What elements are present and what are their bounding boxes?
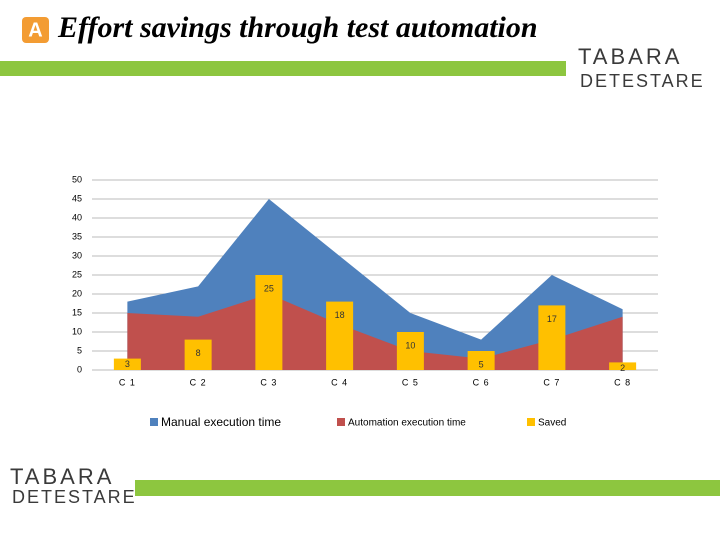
bar <box>255 275 283 370</box>
data-label: 2 <box>620 363 625 373</box>
x-tick-label: C 6 <box>473 377 490 387</box>
footer-rule <box>135 480 720 496</box>
data-label: 25 <box>264 283 274 293</box>
x-tick-label: C 5 <box>402 377 419 387</box>
y-tick-label: 5 <box>77 345 82 355</box>
y-tick-label: 10 <box>72 326 82 336</box>
bar <box>538 305 566 370</box>
logo-bottom: DETESTARE <box>12 487 137 507</box>
y-tick-label: 25 <box>72 269 82 279</box>
bar <box>467 351 495 370</box>
data-label: 18 <box>335 310 345 320</box>
bar <box>396 332 424 370</box>
legend-swatch <box>527 418 535 426</box>
data-label: 10 <box>405 340 415 350</box>
logo-icon <box>22 17 49 43</box>
bar <box>326 301 354 370</box>
y-tick-label: 35 <box>72 231 82 241</box>
data-label: 8 <box>196 348 201 358</box>
y-tick-label: 40 <box>72 212 82 222</box>
x-tick-label: C 3 <box>260 377 277 387</box>
legend-label: Automation execution time <box>348 418 466 429</box>
legend-swatch <box>337 418 345 426</box>
data-label: 5 <box>479 359 484 369</box>
legend-label: Saved <box>538 418 566 429</box>
logo-top: TABARA <box>10 464 114 489</box>
data-label: 17 <box>547 314 557 324</box>
y-tick-label: 15 <box>72 307 82 317</box>
data-label: 3 <box>125 359 130 369</box>
x-tick-label: C 4 <box>331 377 348 387</box>
title-rule <box>0 61 566 76</box>
x-tick-label: C 8 <box>614 377 631 387</box>
y-tick-label: 0 <box>77 364 82 374</box>
x-tick-label: C 2 <box>190 377 207 387</box>
slide-title: Effort savings through test automation <box>57 11 538 44</box>
x-tick-label: C 1 <box>119 377 136 387</box>
logo-bottom: DETESTARE <box>580 71 705 91</box>
area <box>127 294 623 370</box>
logo-icon-letter: A <box>28 19 42 41</box>
bar <box>184 339 212 370</box>
legend-label: Manual execution time <box>161 415 281 429</box>
bar <box>113 358 141 370</box>
y-tick-label: 45 <box>72 193 82 203</box>
y-tick-label: 20 <box>72 288 82 298</box>
y-tick-label: 50 <box>72 174 82 184</box>
y-tick-label: 30 <box>72 250 82 260</box>
logo-top: TABARA <box>578 44 682 69</box>
legend-swatch <box>150 418 158 426</box>
bar <box>609 362 637 370</box>
x-tick-label: C 7 <box>543 377 560 387</box>
